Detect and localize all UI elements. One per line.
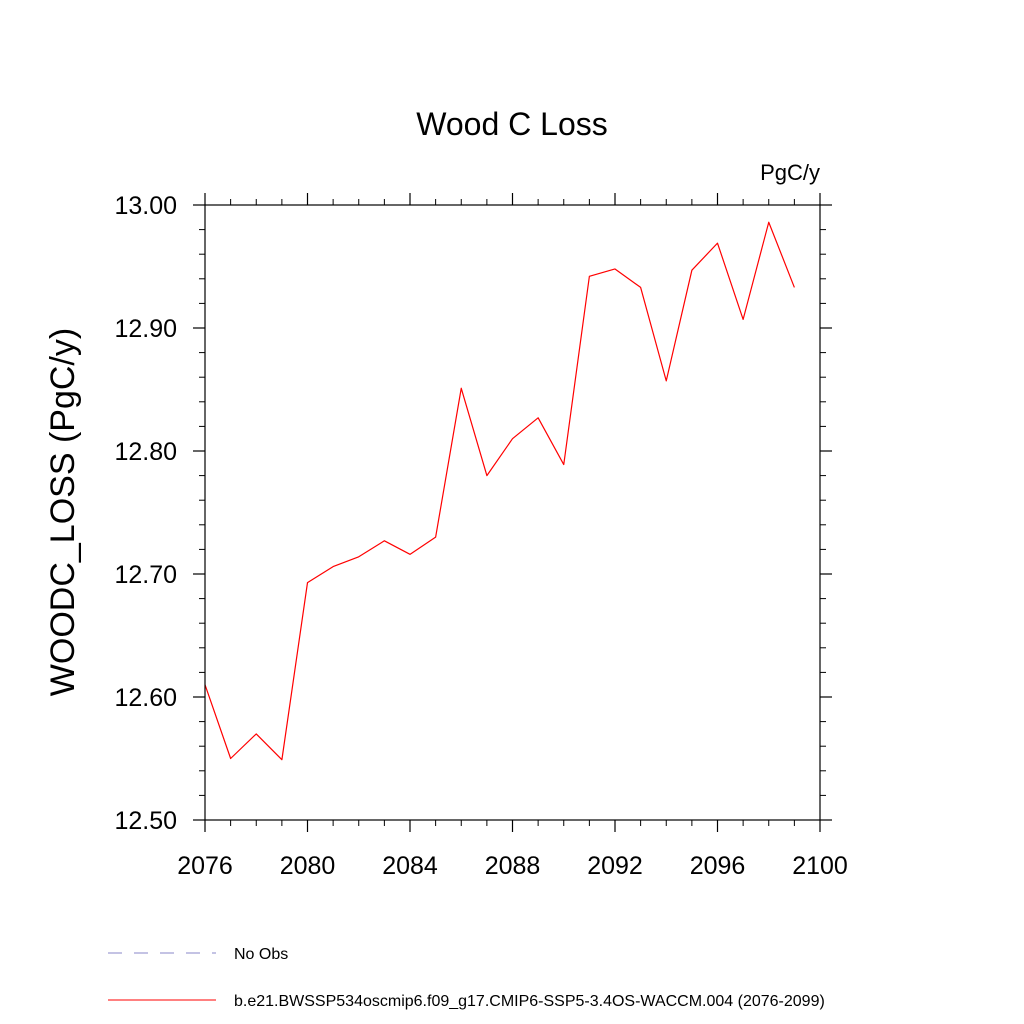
y-tick-label: 12.90: [114, 315, 177, 343]
legend-label: b.e21.BWSSP534oscmip6.f09_g17.CMIP6-SSP5…: [234, 993, 825, 1010]
y-tick-label: 12.50: [114, 807, 177, 835]
x-tick-label: 2076: [177, 852, 233, 880]
x-tick-label: 2084: [382, 852, 438, 880]
x-tick-label: 2080: [280, 852, 336, 880]
x-tick-label: 2088: [485, 852, 541, 880]
x-tick-label: 2100: [792, 852, 848, 880]
y-tick-labels: 12.50 12.60 12.70 12.80 12.90 13.00: [114, 192, 177, 835]
y-tick-label: 12.80: [114, 438, 177, 466]
x-tick-label: 2096: [690, 852, 746, 880]
y-tick-label: 12.70: [114, 561, 177, 589]
plot-frame: [204, 204, 821, 821]
chart-title: Wood C Loss: [416, 106, 608, 142]
y-tick-label: 13.00: [114, 192, 177, 220]
series-line: [204, 221, 795, 761]
x-tick-label: 2092: [587, 852, 643, 880]
units-label: PgC/y: [760, 160, 820, 185]
y-tick-label: 12.60: [114, 684, 177, 712]
legend-label: No Obs: [234, 946, 288, 963]
legend: No Obs b.e21.BWSSP534oscmip6.f09_g17.CMIP…: [108, 946, 825, 1010]
x-tick-labels: 2076 2080 2084 2088 2092 2096 2100: [177, 852, 848, 880]
series-layer: [204, 221, 795, 761]
y-axis-label: WOODC_LOSS (PgC/y): [44, 328, 82, 696]
axis-ticks: [193, 193, 832, 832]
